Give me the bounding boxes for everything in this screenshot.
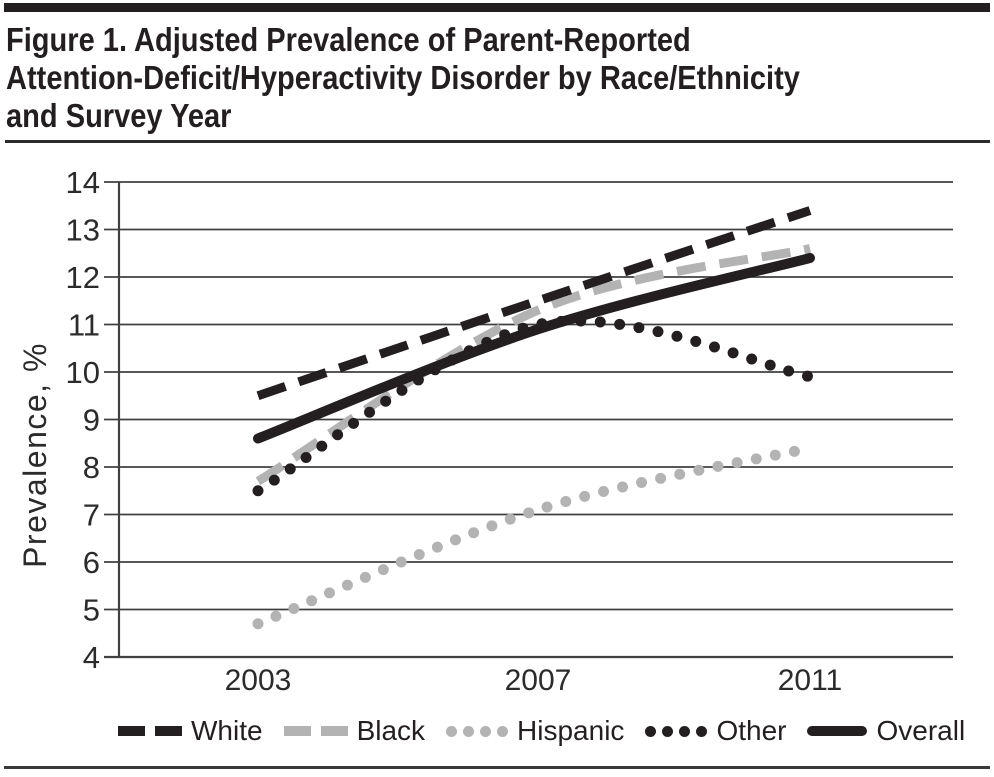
chart-legend: White Black Hispanic Other Overall — [118, 710, 965, 752]
y-tick-label-14: 14 — [66, 165, 100, 200]
dash-segment — [155, 726, 182, 736]
legend-label-black: Black — [356, 715, 426, 746]
dot-segment — [662, 725, 674, 737]
x-tick-label-2007: 2007 — [505, 664, 572, 697]
y-tick-label-6: 6 — [83, 545, 100, 580]
dot-segment — [446, 725, 458, 737]
bottom-rule — [4, 766, 990, 769]
dot-segment — [645, 725, 657, 737]
legend-swatch-solid-overall — [807, 726, 868, 736]
y-tick-label-11: 11 — [68, 308, 100, 343]
title-divider — [5, 140, 990, 143]
x-tick-label-2011: 2011 — [778, 664, 843, 697]
dash-segment — [283, 726, 311, 736]
legend-label-overall: Overall — [876, 715, 966, 746]
legend-label-white: White — [191, 715, 263, 746]
x-tick-label-2003: 2003 — [225, 664, 292, 697]
y-tick-label-9: 9 — [83, 403, 100, 438]
figure-title-line-1: Figure 1. Adjusted Prevalence of Parent-… — [6, 21, 691, 58]
legend-swatch-dotted-hispanic — [446, 725, 509, 737]
dot-segment — [463, 725, 475, 737]
legend-label-other: Other — [716, 715, 787, 746]
y-tick-label-8: 8 — [83, 450, 100, 485]
legend-item-other: Other — [645, 715, 786, 747]
dot-segment — [497, 725, 509, 737]
legend-item-hispanic: Hispanic — [446, 715, 624, 747]
y-tick-label-5: 5 — [83, 593, 100, 628]
y-tick-label-7: 7 — [83, 498, 100, 533]
figure-title-line-2: Attention-Deficit/Hyperactivity Disorder… — [6, 59, 800, 96]
legend-label-hispanic: Hispanic — [517, 715, 625, 746]
legend-item-white: White — [118, 715, 263, 747]
dot-segment — [480, 725, 492, 737]
solid-segment — [807, 726, 868, 736]
legend-swatch-dotted-other — [645, 725, 708, 737]
y-tick-label-13: 13 — [66, 213, 100, 248]
legend-item-overall: Overall — [807, 715, 965, 747]
figure-title-line-3: and Survey Year — [6, 97, 232, 134]
dot-segment — [679, 725, 691, 737]
y-tick-label-4: 4 — [83, 640, 100, 675]
dash-segment — [320, 726, 348, 736]
series-line-white — [256, 206, 812, 401]
figure-title: Figure 1. Adjusted Prevalence of Parent-… — [6, 21, 800, 135]
legend-swatch-dashed-black — [283, 726, 348, 736]
series-line-black — [255, 244, 811, 486]
dash-segment — [118, 726, 145, 736]
legend-swatch-dashed-white — [118, 726, 182, 736]
series-line-overall — [253, 253, 815, 444]
prevalence-line-chart: 4 5 6 7 8 9 10 11 12 13 14 2003 2007 2011 Prevalence, … — [17, 165, 953, 697]
y-tick-label-12: 12 — [66, 260, 100, 295]
y-tick-label-10: 10 — [66, 355, 100, 390]
y-axis-title: Prevalence, % — [17, 342, 53, 568]
series-line-hispanic — [252, 442, 816, 630]
top-rule — [4, 3, 990, 12]
legend-item-black: Black — [283, 715, 426, 747]
dot-segment — [696, 725, 708, 737]
